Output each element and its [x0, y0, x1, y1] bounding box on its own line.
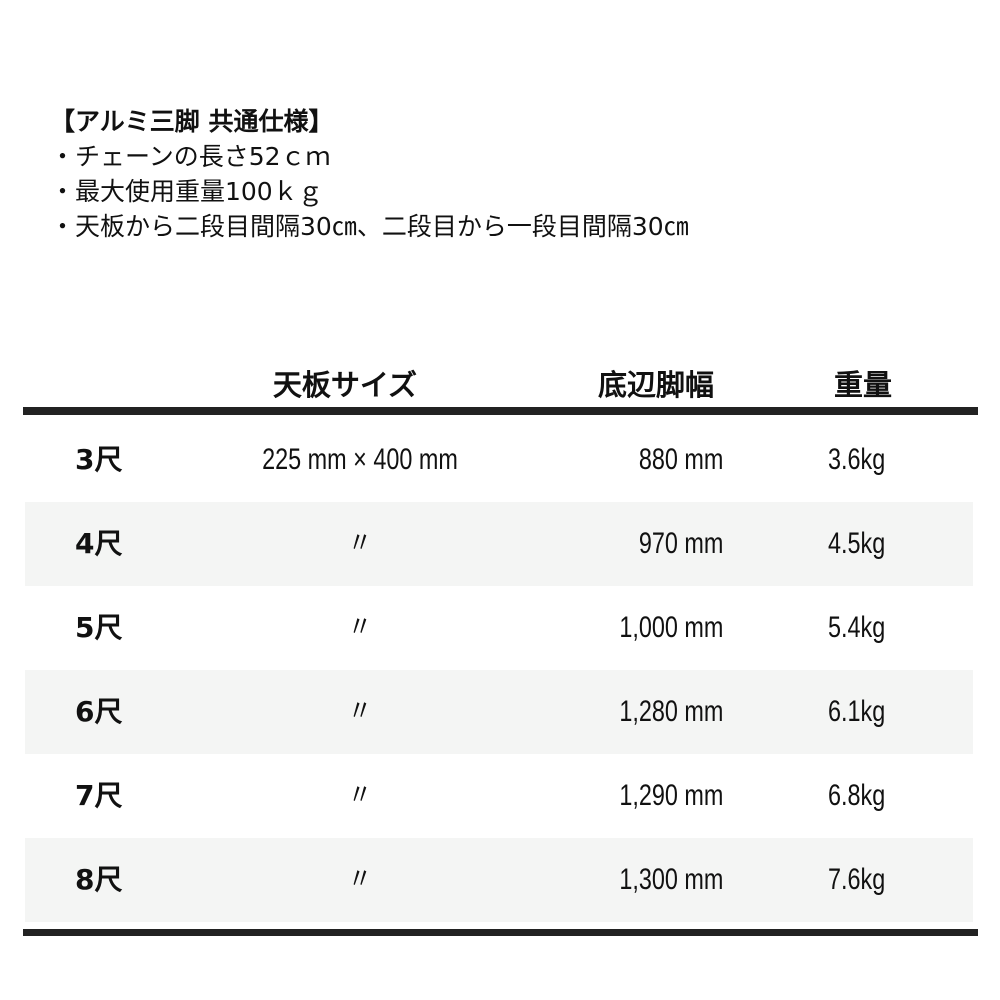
header-base-width: 底辺脚幅	[597, 368, 715, 402]
table-row: 8尺 〃 1,300 mm 7.6kg	[25, 838, 973, 922]
spec-title: 【アルミ三脚 共通仕様】	[50, 107, 334, 136]
common-spec: 【アルミ三脚 共通仕様】 ・チェーンの長さ52ｃｍ ・最大使用重量100ｋｇ ・…	[50, 104, 689, 244]
table-top-rule	[23, 407, 978, 415]
row-weight: 6.8kg	[828, 779, 886, 812]
header-weight: 重量	[833, 368, 893, 402]
row-top-size: 〃	[348, 527, 372, 560]
table-row: 4尺 〃 970 mm 4.5kg	[25, 502, 973, 586]
row-base-width: 880 mm	[638, 443, 723, 476]
row-top-size: 〃	[348, 611, 372, 644]
row-top-size: 225 mm × 400 mm	[262, 443, 458, 476]
row-weight: 6.1kg	[828, 695, 886, 728]
table-row: 7尺 〃 1,290 mm 6.8kg	[25, 754, 973, 838]
table-row: 3尺 225 mm × 400 mm 880 mm 3.6kg	[25, 418, 973, 502]
table-row: 6尺 〃 1,280 mm 6.1kg	[25, 670, 973, 754]
spec-max-load: ・最大使用重量100ｋｇ	[50, 177, 323, 206]
row-base-width: 1,000 mm	[618, 611, 723, 644]
spec-chain-length: ・チェーンの長さ52ｃｍ	[50, 142, 331, 171]
row-top-size: 〃	[348, 863, 372, 896]
table-row: 5尺 〃 1,000 mm 5.4kg	[25, 586, 973, 670]
header-top-size: 天板サイズ	[272, 368, 418, 402]
table-bottom-rule	[23, 929, 978, 936]
row-top-size: 〃	[348, 779, 372, 812]
row-weight: 4.5kg	[828, 527, 886, 560]
row-base-width: 1,280 mm	[618, 695, 723, 728]
spec-step-spacing: ・天板から二段目間隔30㎝、二段目から一段目間隔30㎝	[50, 212, 689, 241]
row-size: 7尺	[75, 779, 123, 812]
row-size: 8尺	[75, 863, 123, 896]
row-size: 6尺	[75, 695, 123, 728]
row-weight: 3.6kg	[828, 443, 886, 476]
row-weight: 7.6kg	[828, 863, 886, 896]
row-top-size: 〃	[348, 695, 372, 728]
row-base-width: 1,290 mm	[618, 779, 723, 812]
row-size: 5尺	[75, 611, 123, 644]
row-base-width: 970 mm	[638, 527, 723, 560]
row-base-width: 1,300 mm	[618, 863, 723, 896]
row-size: 3尺	[75, 443, 123, 476]
row-weight: 5.4kg	[828, 611, 886, 644]
row-size: 4尺	[75, 527, 123, 560]
